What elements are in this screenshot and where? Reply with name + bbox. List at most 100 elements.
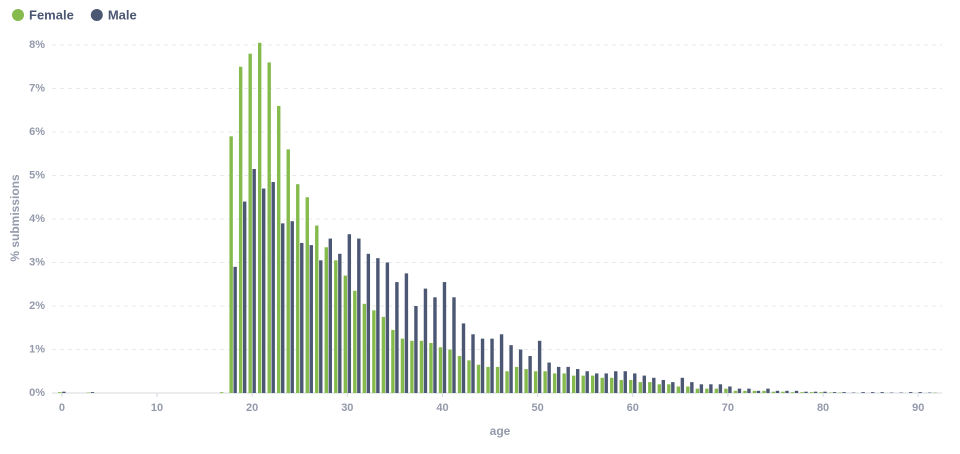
bar [810,392,813,393]
bar [344,276,347,393]
bar [719,384,722,393]
bar [258,43,261,393]
bar [671,382,674,393]
bar [287,149,290,393]
bar [861,392,864,393]
bar [496,367,499,393]
bar [348,234,351,393]
bar [229,136,232,393]
bar [534,371,537,393]
bar [439,347,442,393]
legend-label: Male [108,7,137,22]
bar [804,392,807,393]
x-tick-label: 60 [627,402,639,414]
bar [667,384,670,393]
bar [814,392,817,393]
bar [639,382,642,393]
bar [220,392,223,393]
bar [757,391,760,393]
bar [543,371,546,393]
bar [424,289,427,393]
x-tick-label: 20 [246,402,258,414]
bar [334,260,337,393]
x-tick-label: 70 [722,402,734,414]
bar [658,384,661,393]
x-tick-label: 90 [912,402,924,414]
bar [405,273,408,393]
y-tick-label: 5% [29,169,45,181]
bar [272,182,275,393]
legend-marker [91,9,103,21]
bar [791,392,794,393]
bar [776,391,779,393]
bar [481,339,484,393]
bar [690,382,693,393]
bar [376,258,379,393]
bar [452,297,455,393]
bar [524,369,527,393]
bar [772,392,775,393]
bar [443,282,446,393]
bar [572,376,575,393]
bar [709,384,712,393]
bar [467,360,470,393]
bar [477,365,480,393]
bar [581,376,584,393]
bar [753,391,756,393]
bar [562,373,565,393]
bar [662,380,665,393]
bar [547,363,550,393]
bar [58,392,61,393]
bar [509,345,512,393]
bar [823,392,826,393]
bar [490,339,493,393]
bar [325,247,328,393]
bar [268,62,271,393]
bar [633,373,636,393]
bar [819,392,822,393]
y-tick-label: 1% [29,343,45,355]
bar [528,356,531,393]
bar [871,392,874,393]
bar [248,54,251,393]
bar [505,371,508,393]
bar [629,380,632,393]
bar [91,392,94,393]
bar [614,371,617,393]
x-tick-label: 30 [341,402,353,414]
bar [315,226,318,393]
bar [842,392,845,393]
bar [519,350,522,394]
bar [410,341,413,393]
bar [700,384,703,393]
bar [401,339,404,393]
y-tick-label: 6% [29,126,45,138]
bar [553,373,556,393]
bar [738,389,741,393]
bar [448,350,451,394]
bar [338,254,341,393]
bar [648,382,651,393]
bar [433,297,436,393]
bar [252,169,255,393]
bar [576,369,579,393]
legend-label: Female [29,7,74,22]
bar [681,378,684,393]
bar [538,341,541,393]
bar [471,334,474,393]
bar [386,263,389,394]
bar [686,386,689,393]
bar [785,391,788,393]
bar [486,367,489,393]
bar [766,389,769,393]
bar [395,282,398,393]
bar [696,389,699,393]
bar [414,306,417,393]
bar [677,386,680,393]
bar [652,378,655,393]
legend-marker [12,9,24,21]
bar [762,391,765,393]
bar [462,323,465,393]
bar [728,386,731,393]
